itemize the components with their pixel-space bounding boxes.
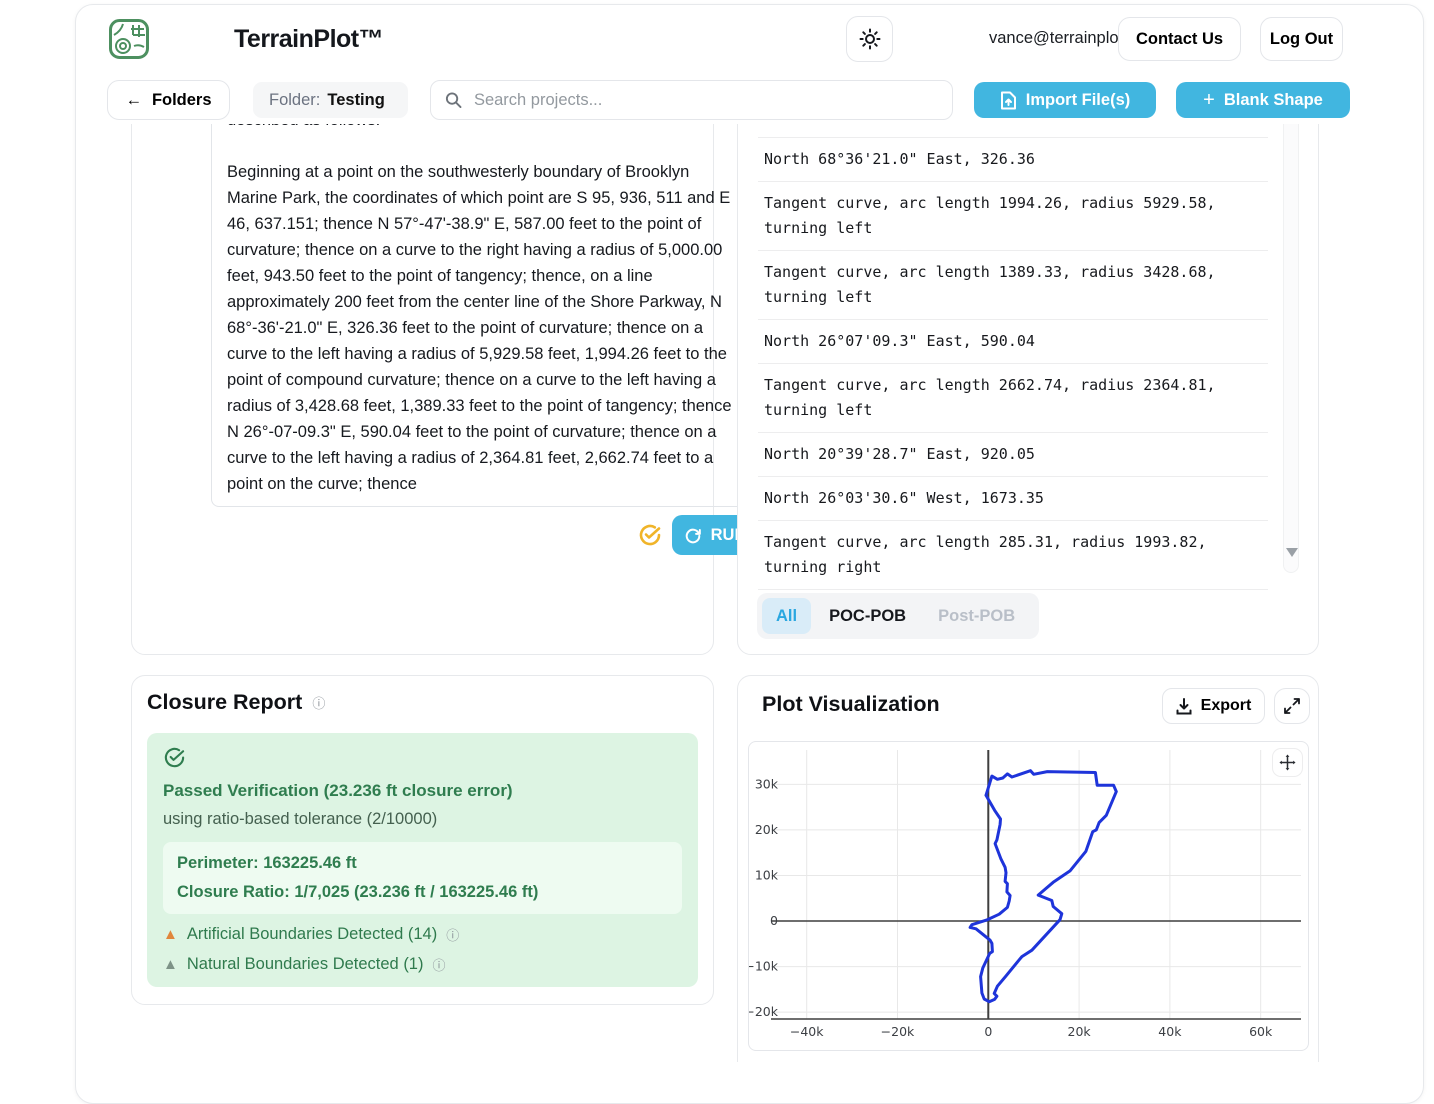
arrow-left-icon: ← [125, 90, 142, 109]
artificial-boundaries-warning: ▲ Artificial Boundaries Detected (14) ⓘ [163, 925, 460, 943]
list-item[interactable]: North 26°07'09.3" East, 590.04 [758, 320, 1268, 364]
closure-status-title: Passed Verification (23.236 ft closure e… [163, 781, 513, 800]
closure-report-title: Closure Report [147, 690, 303, 714]
contact-us-button[interactable]: Contact Us [1118, 17, 1241, 61]
plot-title: Plot Visualization [762, 692, 940, 716]
svg-text:60k: 60k [1249, 1024, 1273, 1039]
info-icon[interactable]: ⓘ [312, 696, 326, 711]
natural-boundaries-warning: ▲ Natural Boundaries Detected (1) ⓘ [163, 955, 446, 973]
fullscreen-button[interactable] [1274, 688, 1310, 724]
content-area: described as follows: Beginning at a poi… [76, 124, 1424, 1062]
warning-triangle-icon: ▲ [163, 926, 178, 943]
folders-label: Folders [151, 90, 212, 109]
pan-tool-button[interactable] [1272, 748, 1303, 777]
svg-text:20k: 20k [755, 822, 779, 837]
list-item[interactable]: North 26°03'30.6" West, 1673.35 [758, 477, 1268, 521]
search-input[interactable] [473, 90, 938, 110]
list-item[interactable]: Tangent curve, arc length 1389.33, radiu… [758, 251, 1268, 320]
refresh-icon [685, 528, 701, 544]
blank-shape-label: Blank Shape [1223, 90, 1323, 109]
svg-text:−40k: −40k [790, 1024, 824, 1039]
expand-icon [1284, 698, 1300, 714]
list-item[interactable]: North 68°36'21.0" East, 326.36 [758, 138, 1268, 182]
info-icon[interactable]: ⓘ [432, 958, 446, 973]
plot-visualization-card: Plot Visualization Export −40k −20k 0 20k 40… [737, 675, 1319, 1062]
list-item[interactable]: Tangent curve, arc length 285.31, radius… [758, 521, 1268, 590]
check-circle-green-icon [164, 747, 185, 768]
current-folder-pill: Folder: Testing [253, 82, 408, 118]
list-item[interactable]: Tangent curve, arc length 2662.74, radiu… [758, 364, 1268, 433]
export-button[interactable]: Export [1162, 688, 1265, 724]
search-icon [445, 92, 462, 108]
file-import-icon [1000, 91, 1016, 109]
closure-ratio-value: Closure Ratio: 1/7,025 (23.236 ft / 1632… [177, 883, 539, 901]
warning-triangle-icon: ▲ [163, 956, 178, 973]
list-item[interactable]: Tangent curve, arc length 1994.26, radiu… [758, 182, 1268, 251]
user-email: vance@terrainplot.com [989, 29, 1159, 47]
tab-poc-pob[interactable]: POC-POB [829, 606, 907, 625]
blank-shape-button[interactable]: + Blank Shape [1176, 82, 1350, 118]
page-title: TerrainPlot™ [234, 25, 384, 53]
plus-icon: + [1203, 88, 1215, 111]
svg-text:−20k: −20k [881, 1024, 915, 1039]
calls-card: Tangent curve, arc length 943.50, radius… [737, 124, 1319, 655]
boundary-plot: −40k −20k 0 20k 40k 60k −20k −10k 0 10k 20k 30k [749, 750, 1301, 1039]
svg-text:30k: 30k [755, 776, 779, 791]
import-files-button[interactable]: Import File(s) [974, 82, 1156, 118]
app-logo [109, 19, 149, 59]
closure-report-card: Closure Report ⓘ Passed Verification (23… [131, 675, 714, 1005]
import-files-label: Import File(s) [1025, 90, 1131, 109]
svg-text:0: 0 [984, 1024, 992, 1039]
theme-toggle-button[interactable] [846, 16, 893, 62]
export-label: Export [1200, 697, 1252, 714]
description-card: described as follows: Beginning at a poi… [131, 124, 758, 655]
list-item[interactable]: Tangent curve, arc length 943.50, radius… [758, 124, 1268, 138]
svg-text:40k: 40k [1158, 1024, 1182, 1039]
plot-canvas[interactable]: −40k −20k 0 20k 40k 60k −20k −10k 0 10k 20k 30k [748, 741, 1309, 1051]
perimeter-value: Perimeter: 163225.46 ft [177, 854, 357, 872]
calls-scrollbar[interactable] [1283, 124, 1299, 573]
search-box[interactable] [430, 80, 953, 120]
info-icon[interactable]: ⓘ [446, 928, 460, 943]
folder-label: Folder: [269, 90, 321, 109]
svg-text:−10k: −10k [749, 959, 779, 974]
list-item[interactable]: North 20°39'28.7" East, 920.05 [758, 433, 1268, 477]
folder-name: Testing [327, 90, 385, 109]
folders-back-button[interactable]: ← Folders [107, 80, 230, 120]
svg-text:20k: 20k [1068, 1024, 1092, 1039]
svg-text:10k: 10k [755, 867, 779, 882]
log-out-button[interactable]: Log Out [1260, 17, 1343, 61]
list-scroll-down-icon[interactable] [1286, 548, 1298, 557]
download-icon [1176, 697, 1192, 714]
terrain-logo-icon [109, 19, 149, 59]
description-input[interactable]: described as follows: Beginning at a poi… [211, 124, 756, 507]
closure-status-subtitle: using ratio-based tolerance (2/10000) [163, 810, 438, 828]
move-icon [1279, 754, 1296, 771]
calls-list: Tangent curve, arc length 943.50, radius… [758, 124, 1268, 590]
closure-status-box: Passed Verification (23.236 ft closure e… [147, 733, 698, 987]
svg-text:0: 0 [770, 913, 778, 928]
sun-icon [859, 28, 880, 50]
svg-text:−20k: −20k [749, 1004, 779, 1019]
tab-post-pob[interactable]: Post-POB [938, 606, 1016, 625]
tab-all[interactable]: All [762, 598, 812, 634]
closure-metrics-box: Perimeter: 163225.46 ft Closure Ratio: 1… [163, 842, 682, 914]
check-circle-gold-icon [638, 523, 662, 552]
calls-filter-tabs: All POC-POB Post-POB [757, 593, 1039, 639]
